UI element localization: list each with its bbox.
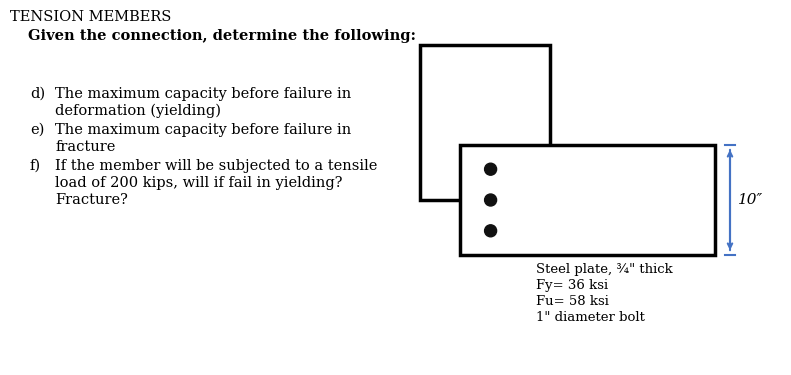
Text: Steel plate, ¾" thick: Steel plate, ¾" thick: [536, 263, 673, 276]
Circle shape: [485, 194, 497, 206]
Text: load of 200 kips, will if fail in yielding?: load of 200 kips, will if fail in yieldi…: [55, 176, 343, 190]
Bar: [420, 45, 550, 200]
Text: Fu= 58 ksi: Fu= 58 ksi: [536, 295, 609, 308]
Text: e): e): [30, 123, 44, 137]
Text: deformation (yielding): deformation (yielding): [55, 104, 221, 118]
Text: If the member will be subjected to a tensile: If the member will be subjected to a ten…: [55, 159, 377, 173]
Text: Fy= 36 ksi: Fy= 36 ksi: [536, 279, 608, 292]
Text: Given the connection, determine the following:: Given the connection, determine the foll…: [28, 29, 416, 43]
Bar: [460, 145, 715, 255]
Circle shape: [485, 163, 497, 175]
Text: The maximum capacity before failure in: The maximum capacity before failure in: [55, 87, 351, 101]
Text: TENSION MEMBERS: TENSION MEMBERS: [10, 10, 172, 24]
Circle shape: [485, 225, 497, 237]
Text: 10″: 10″: [738, 193, 763, 207]
Text: d): d): [30, 87, 45, 101]
Text: The maximum capacity before failure in: The maximum capacity before failure in: [55, 123, 351, 137]
Text: Fracture?: Fracture?: [55, 193, 128, 207]
Text: fracture: fracture: [55, 140, 115, 154]
Text: 1" diameter bolt: 1" diameter bolt: [536, 311, 645, 324]
Text: f): f): [30, 159, 41, 173]
